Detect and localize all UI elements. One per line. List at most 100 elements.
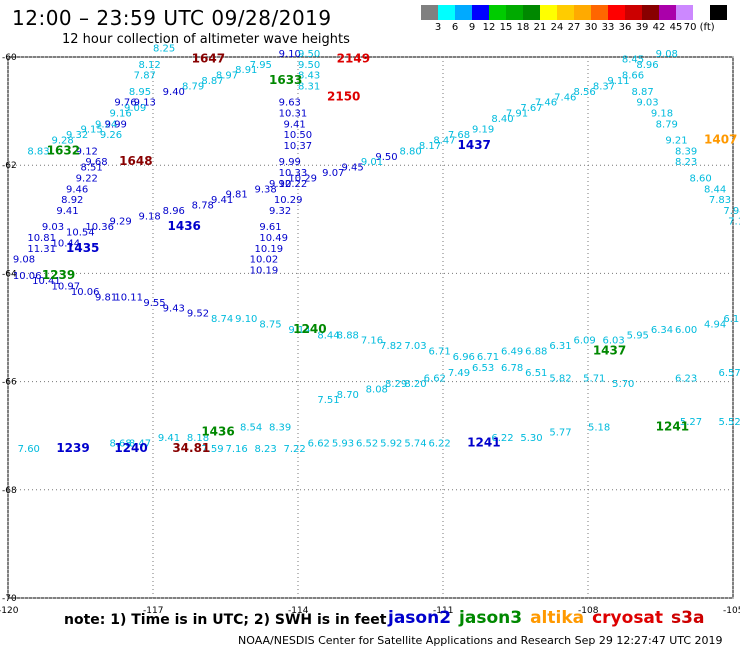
wave-height-value: 8.12 <box>139 60 161 71</box>
wave-height-value: 8.79 <box>182 81 204 92</box>
color-swatch <box>693 5 710 20</box>
wave-height-value: 9.24 <box>95 119 117 130</box>
color-swatch <box>523 5 540 20</box>
wave-height-value: 9.08 <box>13 255 35 266</box>
wave-height-value: 5.27 <box>680 417 702 428</box>
wave-height-value: 10.81 <box>27 233 56 244</box>
wave-height-value: 7.46 <box>554 92 576 103</box>
lat-label: -64 <box>2 269 17 279</box>
wave-height-value: 6.88 <box>525 347 547 358</box>
color-swatch <box>710 5 727 20</box>
wave-height-value: 8.74 <box>211 314 233 325</box>
color-swatch <box>455 5 472 20</box>
wave-height-value: 7.46 <box>535 98 557 109</box>
wave-height-value: 8.92 <box>61 195 83 206</box>
wave-height-value: 9.43 <box>163 303 185 314</box>
wave-height-value: 8.66 <box>622 71 644 82</box>
pass-time-label: 1241 <box>656 419 689 433</box>
pass-time-label: 1436 <box>168 219 201 233</box>
wave-height-value: 8.91 <box>235 65 257 76</box>
pass-time-label: 1407 <box>704 133 737 147</box>
wave-height-value: 9.92 <box>269 179 291 190</box>
wave-height-value: 9.03 <box>42 222 64 233</box>
wave-height-value: 9.99 <box>105 119 127 130</box>
color-scale-label: 42 <box>652 22 666 33</box>
wave-height-value: 7.22 <box>284 444 306 455</box>
wave-height-value: 7.82 <box>380 341 402 352</box>
color-scale-label: 33 <box>601 22 615 33</box>
wave-height-value: 9.29 <box>110 217 132 228</box>
wave-height-value: 8.08 <box>366 384 388 395</box>
color-swatch <box>438 5 455 20</box>
color-scale-label: 24 <box>550 22 564 33</box>
wave-height-value: 6.51 <box>525 368 547 379</box>
wave-height-value: 8.96 <box>636 60 658 71</box>
wave-height-value: 4.94 <box>704 320 726 331</box>
wave-height-value: 8.25 <box>153 44 175 55</box>
wave-height-value: 7.1 <box>728 217 740 228</box>
wave-height-value: 9.28 <box>52 136 74 147</box>
color-swatch <box>540 5 557 20</box>
wave-height-value: 9.50 <box>298 49 320 60</box>
wave-height-value: 5.77 <box>549 428 571 439</box>
wave-height-value: 8.29 <box>385 379 407 390</box>
wave-height-value: 5.82 <box>549 374 571 385</box>
wave-height-value: 9.46 <box>66 184 88 195</box>
wave-height-value: 5.52 <box>719 417 740 428</box>
color-scale-label: 39 <box>635 22 649 33</box>
wave-height-value: 6.09 <box>574 336 596 347</box>
wave-height-value: 9.68 <box>85 157 107 168</box>
wave-height-value: 8.23 <box>255 444 277 455</box>
wave-height-value: 8.60 <box>690 173 712 184</box>
pass-time-label: 1436 <box>201 425 234 439</box>
wave-height-value: 9.50 <box>375 152 397 163</box>
wave-height-value: 7.68 <box>448 130 470 141</box>
wave-height-value: 9.12 <box>76 146 98 157</box>
color-scale-label: 6 <box>451 22 459 33</box>
wave-height-value: 7.59 <box>201 444 223 455</box>
color-swatch <box>506 5 523 20</box>
wave-height-value: 10.06 <box>71 287 100 298</box>
wave-height-value: 8.79 <box>656 119 678 130</box>
color-scale-label: 30 <box>584 22 598 33</box>
wave-height-value: 8.96 <box>163 206 185 217</box>
legend-cryosat: cryosat <box>592 608 664 628</box>
wave-height-value: 6.00 <box>675 325 697 336</box>
wave-height-value: 10.44 <box>52 238 81 249</box>
wave-height-value: 8.56 <box>574 87 596 98</box>
wave-height-value: 10.54 <box>66 228 95 239</box>
wave-height-value: 9.10 <box>279 49 301 60</box>
color-scale-label: 15 <box>499 22 513 33</box>
wave-height-value: 10.33 <box>279 168 308 179</box>
color-swatch <box>557 5 574 20</box>
wave-height-value: 10.97 <box>52 282 81 293</box>
wave-height-value: 6.62 <box>424 374 446 385</box>
legend-s3a: s3a <box>671 608 705 628</box>
pass-time-label: 1239 <box>42 268 75 282</box>
wave-height-value: 9.81 <box>95 292 117 303</box>
wave-height-value: 6.23 <box>675 374 697 385</box>
pass-time-label: 1240 <box>114 441 147 455</box>
wave-height-value: 9.19 <box>472 125 494 136</box>
pass-time-label: 1633 <box>269 73 302 87</box>
wave-height-value: 10.22 <box>279 179 308 190</box>
wave-height-value: 5.18 <box>588 422 610 433</box>
map-subtitle: 12 hour collection of altimeter wave hei… <box>62 32 350 47</box>
wave-height-value: 9.32 <box>269 206 291 217</box>
color-scale-label: 18 <box>516 22 530 33</box>
wave-height-value: 7.87 <box>134 71 156 82</box>
wave-height-value: 8.95 <box>129 87 151 98</box>
wave-height-value: 7.67 <box>520 103 542 114</box>
wave-height-value: 9.13 <box>134 98 156 109</box>
wave-height-value: 6.53 <box>472 363 494 374</box>
wave-height-value: 9.01 <box>361 157 383 168</box>
wave-height-value: 9.50 <box>298 60 320 71</box>
wave-height-value: 9.61 <box>259 222 281 233</box>
wave-height-value: 8.44 <box>317 330 339 341</box>
wave-height-value: 8.43 <box>298 71 320 82</box>
wave-height-value: 9.08 <box>656 49 678 60</box>
pass-time-label: 1437 <box>458 138 491 152</box>
credit-line: NOAA/NESDIS Center for Satellite Applica… <box>238 634 723 647</box>
wave-height-value: 6.62 <box>308 439 330 450</box>
